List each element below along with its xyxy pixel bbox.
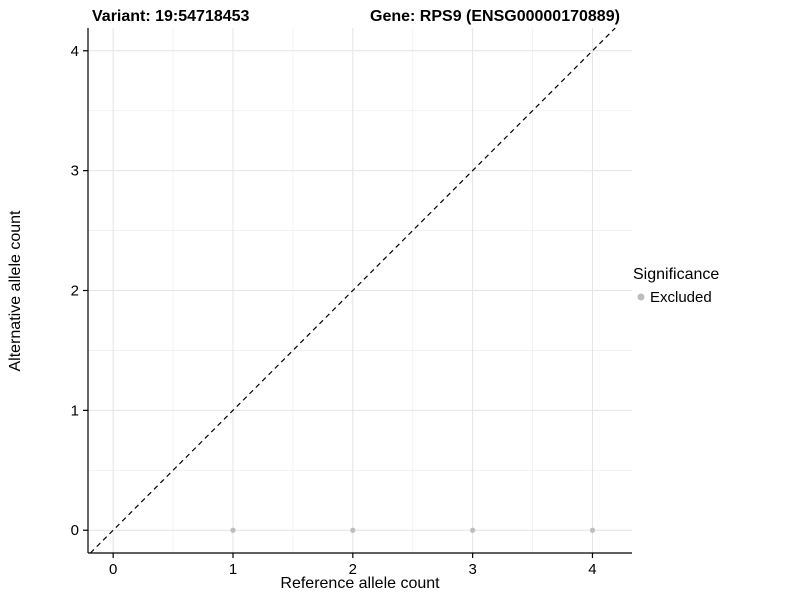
y-tick-label: 4 <box>71 43 79 60</box>
y-tick-label: 0 <box>71 522 79 539</box>
plot-title-gene: Gene: RPS9 (ENSG00000170889) <box>370 8 620 25</box>
data-point <box>230 527 236 533</box>
y-axis-label: Alternative allele count <box>7 210 24 372</box>
legend: Significance Excluded <box>633 266 719 306</box>
x-tick-label: 0 <box>109 561 117 578</box>
x-tick-label: 3 <box>468 561 476 578</box>
legend-point-excluded-icon <box>637 293 645 301</box>
y-tick-label: 3 <box>71 163 79 180</box>
data-point <box>350 527 356 533</box>
x-axis-label: Reference allele count <box>280 575 440 592</box>
plot-panel: 0 1 2 3 4 0 1 2 3 4 <box>71 27 632 578</box>
data-point <box>589 527 596 533</box>
identity-line <box>89 27 616 554</box>
legend-label-excluded: Excluded <box>650 289 712 306</box>
y-tick-label: 1 <box>71 402 79 419</box>
plot-title-variant: Variant: 19:54718453 <box>92 8 250 25</box>
x-tick-label: 4 <box>588 561 596 578</box>
x-tick-label: 2 <box>349 561 357 578</box>
x-tick-label: 1 <box>229 561 237 578</box>
y-tick-label: 2 <box>71 283 79 300</box>
data-point <box>470 527 476 533</box>
legend-title: Significance <box>633 266 719 283</box>
